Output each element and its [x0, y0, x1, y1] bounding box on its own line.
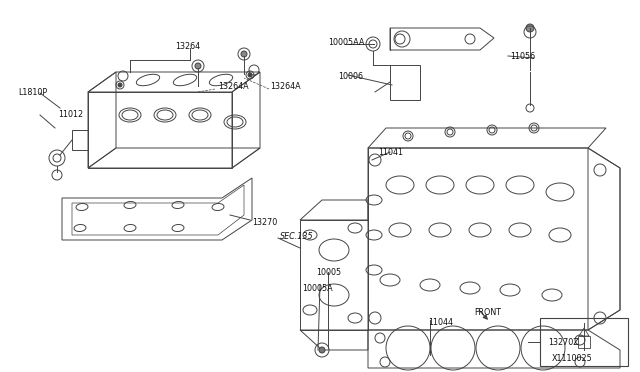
Bar [578, 336, 590, 348]
Text: 10005AA: 10005AA [328, 38, 364, 47]
Text: 13270: 13270 [252, 218, 277, 227]
Circle shape [241, 51, 247, 57]
Text: 13264A: 13264A [270, 82, 301, 91]
Text: 10005A: 10005A [302, 284, 333, 293]
Text: L1810P: L1810P [18, 88, 47, 97]
Text: X1110025: X1110025 [552, 354, 593, 363]
Text: FRONT: FRONT [474, 308, 501, 317]
Circle shape [118, 83, 122, 87]
Text: 11056: 11056 [510, 52, 535, 61]
Text: 11044: 11044 [428, 318, 453, 327]
Text: 13264: 13264 [175, 42, 200, 51]
Circle shape [319, 347, 325, 353]
Text: 11041: 11041 [378, 148, 403, 157]
Circle shape [526, 24, 534, 32]
Text: 11012: 11012 [58, 110, 83, 119]
Text: 13264A: 13264A [218, 82, 248, 91]
Circle shape [195, 63, 201, 69]
Text: 10005: 10005 [316, 268, 341, 277]
Text: 10006: 10006 [338, 72, 363, 81]
Text: 13270Z: 13270Z [548, 338, 579, 347]
Text: SEC.135: SEC.135 [280, 232, 314, 241]
Circle shape [248, 73, 252, 77]
Bar [540, 318, 628, 366]
